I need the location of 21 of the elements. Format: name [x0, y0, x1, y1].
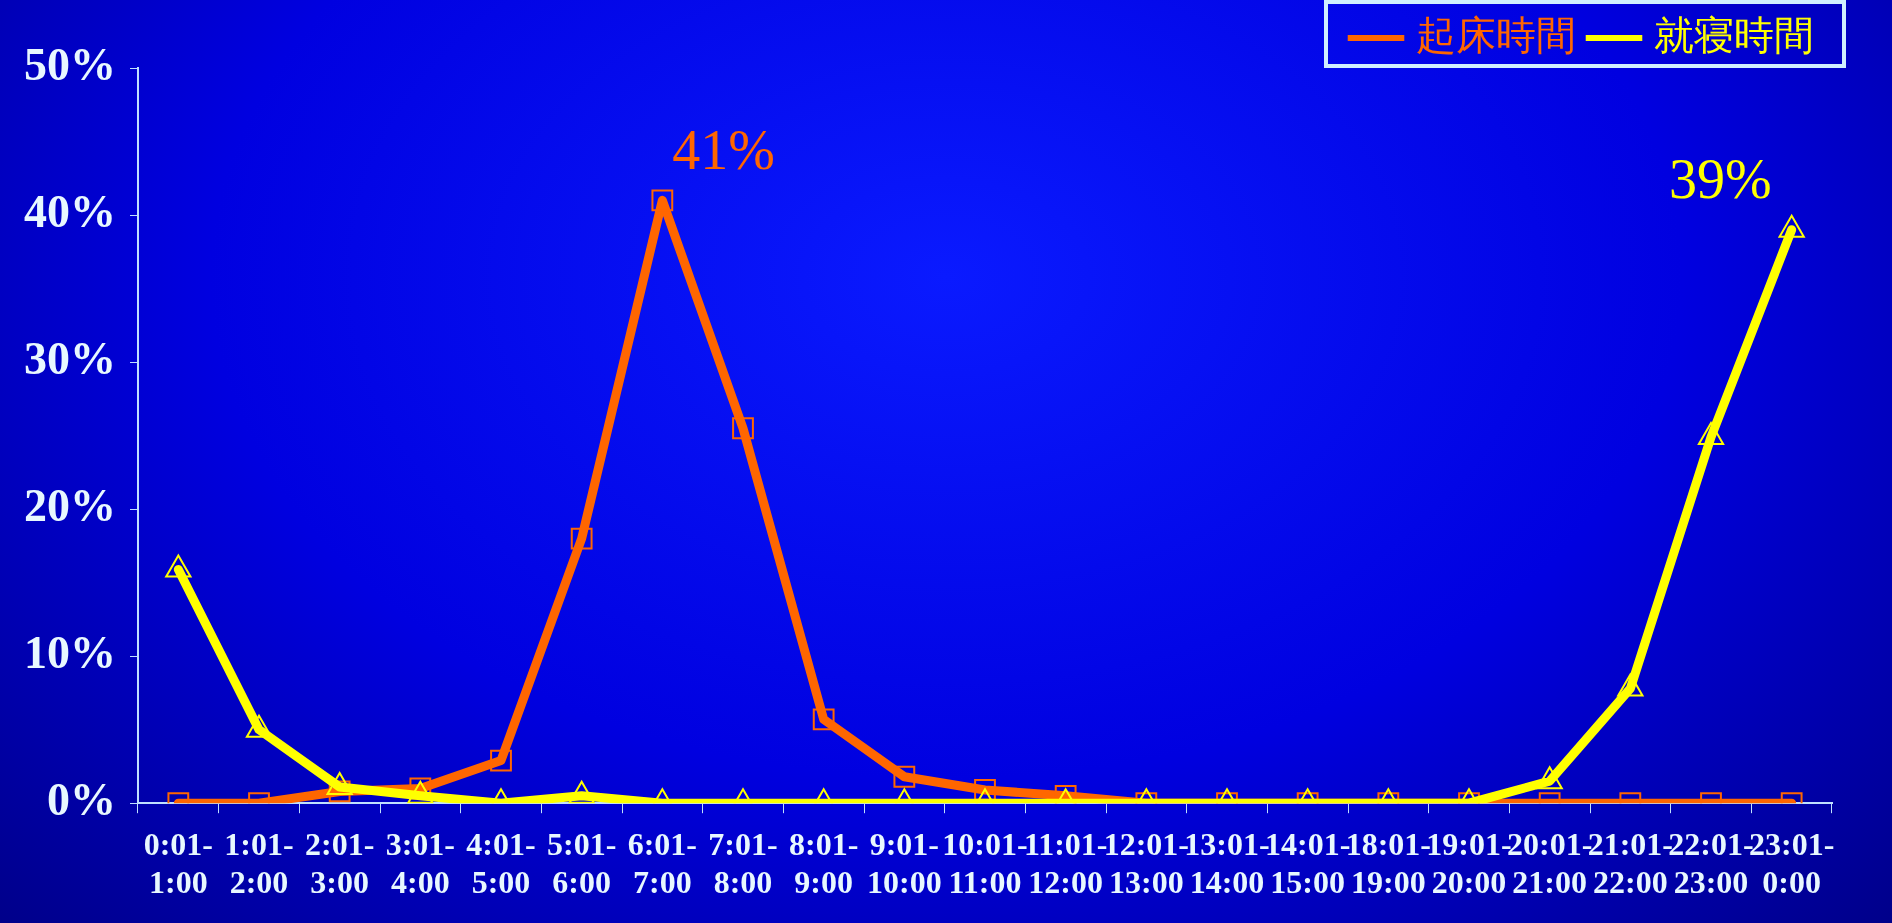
- x-tick-label: 7:01-8:00: [708, 825, 778, 901]
- y-tick-label: 20%: [24, 480, 116, 532]
- x-tick-label: 8:01-9:00: [789, 825, 859, 901]
- y-tick-label: 40%: [24, 185, 116, 237]
- y-tick-label: 0%: [47, 774, 116, 826]
- legend-label: 就寝時間: [1654, 13, 1814, 58]
- x-tick-label: 10:01-11:00: [942, 825, 1028, 901]
- x-tick-label: 6:01-7:00: [627, 825, 697, 901]
- x-tick-label: 3:01-4:00: [385, 825, 455, 901]
- y-tick-label: 30%: [24, 332, 116, 384]
- annotation: 41%: [672, 119, 775, 182]
- x-tick-label: 1:01-2:00: [224, 825, 294, 901]
- y-tick-label: 50%: [24, 38, 116, 90]
- annotation: 39%: [1669, 148, 1772, 211]
- x-tick-label: 9:01-10:00: [867, 825, 942, 901]
- x-tick-label: 4:01-5:00: [466, 825, 536, 901]
- x-tick-label: 0:01-1:00: [143, 825, 213, 901]
- x-tick-label: 5:01-6:00: [547, 825, 617, 901]
- legend-label: 起床時間: [1416, 13, 1576, 58]
- y-tick-label: 10%: [24, 627, 116, 679]
- x-tick-label: 2:01-3:00: [305, 825, 375, 901]
